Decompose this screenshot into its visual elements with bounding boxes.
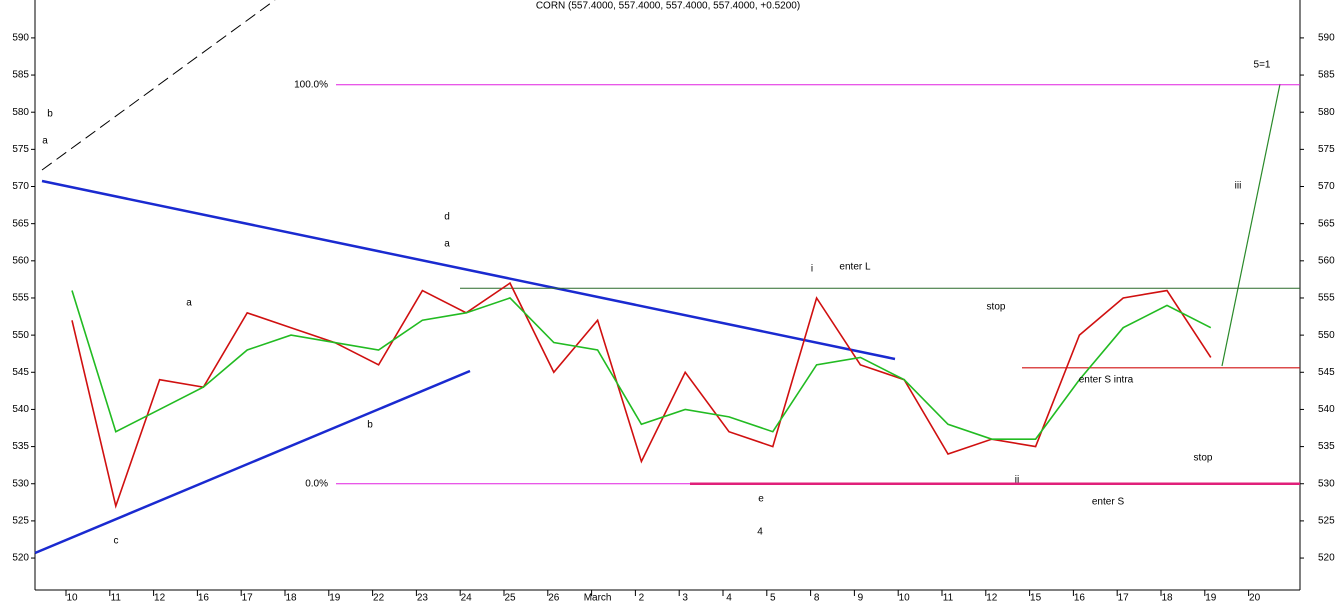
y-tick-label: 520	[12, 553, 29, 564]
x-tick-label: 9	[858, 593, 864, 602]
y-tick-label: 575	[1318, 144, 1335, 155]
annotation: enter S intra	[1079, 375, 1134, 386]
y-tick-label: 590	[12, 33, 29, 44]
y-tick-label: 570	[12, 181, 29, 192]
x-tick-label: 26	[548, 593, 560, 602]
y-tick-label: 585	[12, 70, 29, 81]
y-tick-label: 565	[12, 218, 29, 229]
fib-label: 100.0%	[294, 79, 328, 90]
y-tick-label: 525	[12, 516, 29, 527]
x-tick-label: 10	[66, 593, 78, 602]
y-tick-label: 565	[1318, 218, 1335, 229]
y-tick-label: 530	[12, 478, 29, 489]
y-tick-label: 590	[1318, 33, 1335, 44]
x-tick-label: 18	[285, 593, 297, 602]
y-tick-label: 540	[1318, 404, 1335, 415]
x-tick-label: 12	[986, 593, 998, 602]
y-tick-label: 545	[1318, 367, 1335, 378]
x-tick-label: 16	[1074, 593, 1086, 602]
annotation: stop	[1194, 453, 1213, 464]
annotation: 5=1	[1254, 60, 1271, 71]
x-tick-label: 18	[1161, 593, 1173, 602]
x-tick-label: 19	[329, 593, 341, 602]
x-tick-label: 4	[726, 593, 732, 602]
trend-line	[34, 369, 471, 555]
annotation: b	[367, 420, 373, 431]
y-tick-label: 580	[1318, 107, 1335, 118]
y-tick-label: 550	[1318, 330, 1335, 341]
y-tick-label: 540	[12, 404, 29, 415]
x-tick-label: 2	[639, 593, 645, 602]
y-tick-label: 580	[12, 107, 29, 118]
annotation: d	[444, 212, 450, 223]
x-tick-label: 17	[242, 593, 254, 602]
x-tick-label: 25	[504, 593, 516, 602]
trend-line	[41, 179, 896, 361]
x-tick-label: 16	[198, 593, 210, 602]
x-tick-label: 15	[1030, 593, 1042, 602]
y-tick-label: 555	[1318, 293, 1335, 304]
y-tick-label: 520	[1318, 553, 1335, 564]
y-tick-label: 530	[1318, 478, 1335, 489]
annotation: a	[42, 136, 48, 147]
y-tick-label: 545	[12, 367, 29, 378]
x-tick-label: 11	[943, 593, 954, 602]
y-tick-label: 560	[12, 255, 29, 266]
y-tick-label: 550	[12, 330, 29, 341]
annotation: iii	[1235, 181, 1242, 192]
y-tick-label: 585	[1318, 70, 1335, 81]
series-line	[71, 281, 1212, 509]
x-tick-label: 5	[770, 593, 776, 602]
annotation: c	[114, 536, 119, 547]
annotation: 4	[757, 527, 763, 538]
fib-label: 0.0%	[305, 478, 328, 489]
y-tick-label: 535	[1318, 441, 1335, 452]
x-tick-label: 20	[1249, 593, 1261, 602]
annotation: b	[47, 109, 53, 120]
x-tick-label: 17	[1118, 593, 1130, 602]
x-tick-label: 23	[417, 593, 429, 602]
x-tick-label: 3	[682, 593, 688, 602]
annotation: i	[811, 264, 813, 275]
x-tick-label: 19	[1205, 593, 1217, 602]
x-tick-label: March	[584, 593, 612, 602]
annotation: a	[444, 239, 450, 250]
y-tick-label: 555	[12, 293, 29, 304]
annotation: enter L	[839, 262, 871, 273]
x-tick-label: 8	[814, 593, 820, 602]
projection-line	[41, 0, 276, 171]
projection-line	[1221, 83, 1281, 367]
y-tick-label: 560	[1318, 255, 1335, 266]
y-tick-label: 570	[1318, 181, 1335, 192]
x-tick-label: 11	[111, 593, 122, 602]
annotation: enter S	[1092, 497, 1125, 508]
series-line	[71, 290, 1212, 440]
y-tick-label: 535	[12, 441, 29, 452]
annotation: ii	[1015, 475, 1019, 486]
y-tick-label: 525	[1318, 516, 1335, 527]
annotation: stop	[987, 302, 1006, 313]
y-tick-label: 575	[12, 144, 29, 155]
x-tick-label: 24	[461, 593, 473, 602]
x-tick-label: 22	[373, 593, 385, 602]
annotation: e	[758, 494, 764, 505]
annotation: a	[186, 298, 192, 309]
x-tick-label: 12	[154, 593, 166, 602]
chart-title: CORN (557.4000, 557.4000, 557.4000, 557.…	[536, 1, 800, 12]
x-tick-label: 10	[899, 593, 911, 602]
